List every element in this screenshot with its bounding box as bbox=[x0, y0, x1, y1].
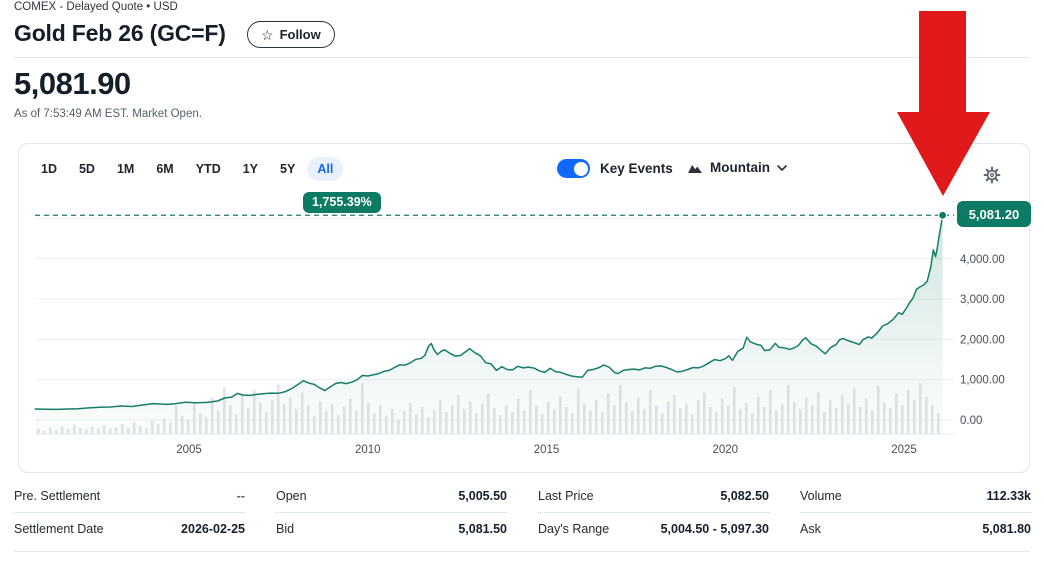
star-icon: ☆ bbox=[261, 26, 274, 43]
follow-label: Follow bbox=[279, 27, 321, 42]
stat-ask: Ask 5,081.80 bbox=[800, 513, 1031, 545]
stat-pre-settlement: Pre. Settlement -- bbox=[14, 480, 245, 513]
current-price: 5,081.90 bbox=[14, 66, 131, 101]
stat-settlement-date: Settlement Date 2026-02-25 bbox=[14, 513, 245, 545]
y-tick-label: 2,000.00 bbox=[960, 334, 1005, 346]
stats-table: Pre. Settlement -- Open 5,005.50 Last Price 5… bbox=[0, 473, 1044, 562]
stat-label: Last Price bbox=[538, 489, 594, 503]
stat-open: Open 5,005.50 bbox=[276, 480, 507, 513]
chart-type-dropdown[interactable]: Mountain bbox=[687, 160, 787, 175]
stat-day-s-range: Day's Range 5,004.50 - 5,097.30 bbox=[538, 513, 769, 545]
x-tick-label: 2025 bbox=[891, 444, 917, 456]
exchange-info: COMEX - Delayed Quote • USD bbox=[14, 1, 178, 13]
range-button-5d[interactable]: 5D bbox=[69, 157, 105, 181]
range-button-ytd[interactable]: YTD bbox=[186, 157, 231, 181]
stat-volume: Volume 112.33k bbox=[800, 480, 1031, 513]
stats-grid: Pre. Settlement -- Open 5,005.50 Last Price 5… bbox=[14, 480, 1031, 545]
range-button-1y[interactable]: 1Y bbox=[233, 157, 268, 181]
stat-label: Pre. Settlement bbox=[14, 489, 101, 503]
change-badge-value: 1,755.39% bbox=[312, 195, 372, 209]
x-tick-label: 2015 bbox=[534, 444, 560, 456]
x-tick-label: 2005 bbox=[176, 444, 202, 456]
settings-gear-icon[interactable] bbox=[982, 165, 1002, 185]
x-tick-label: 2020 bbox=[712, 444, 738, 456]
y-tick-label: 3,000.00 bbox=[960, 294, 1005, 306]
price-chart[interactable]: 4,000.00 3,000.00 2,000.00 1,000.00 0.00 2005… bbox=[19, 144, 1029, 472]
stat-label: Day's Range bbox=[538, 522, 610, 536]
price-line bbox=[34, 214, 944, 411]
x-tick-label: 2010 bbox=[355, 444, 381, 456]
page-title: Gold Feb 26 (GC=F) bbox=[14, 20, 226, 46]
stat-label: Open bbox=[276, 489, 307, 503]
toggle-knob bbox=[573, 161, 588, 176]
header-divider bbox=[14, 57, 1030, 58]
price-area-fill bbox=[35, 215, 943, 434]
y-tick-label: 4,000.00 bbox=[960, 254, 1005, 266]
stat-value: 5,004.50 - 5,097.30 bbox=[660, 522, 769, 536]
stat-value: 112.33k bbox=[986, 489, 1032, 503]
last-price-tag: 5,081.20 bbox=[957, 201, 1031, 227]
chart-card: 1D 5D 1M 6M YTD 1Y 5Y All Key Events Mountain bbox=[18, 143, 1031, 473]
stat-bid: Bid 5,081.50 bbox=[276, 513, 507, 545]
chevron-down-icon bbox=[777, 164, 787, 171]
key-events-control[interactable]: Key Events bbox=[557, 159, 673, 178]
range-button-6m[interactable]: 6M bbox=[146, 157, 183, 181]
stat-value: 2026-02-25 bbox=[181, 522, 245, 536]
change-badge: 1,755.39% bbox=[303, 187, 381, 213]
stat-last-price: Last Price 5,082.50 bbox=[538, 480, 769, 513]
range-button-1d[interactable]: 1D bbox=[31, 157, 67, 181]
range-button-5y[interactable]: 5Y bbox=[270, 157, 305, 181]
y-tick-label: 0.00 bbox=[960, 415, 982, 427]
range-button-all[interactable]: All bbox=[307, 157, 344, 181]
stat-value: 5,082.50 bbox=[720, 489, 769, 503]
stat-label: Bid bbox=[276, 522, 295, 536]
as-of-text: As of 7:53:49 AM EST. Market Open. bbox=[14, 108, 202, 120]
range-selector: 1D 5D 1M 6M YTD 1Y 5Y All bbox=[31, 157, 344, 181]
range-button-1m[interactable]: 1M bbox=[107, 157, 144, 181]
mountain-icon bbox=[688, 164, 702, 173]
stat-label: Volume bbox=[800, 489, 842, 503]
stat-label: Ask bbox=[800, 522, 821, 536]
red-arrow-down-annotation bbox=[897, 11, 990, 196]
stat-value: 5,005.50 bbox=[458, 489, 507, 503]
key-events-label: Key Events bbox=[600, 161, 673, 176]
chart-type-label: Mountain bbox=[710, 160, 770, 175]
key-events-toggle[interactable] bbox=[557, 159, 590, 178]
bottom-divider bbox=[14, 551, 1030, 552]
stat-value: -- bbox=[236, 489, 245, 503]
stat-value: 5,081.80 bbox=[982, 522, 1031, 536]
stat-value: 5,081.50 bbox=[458, 522, 507, 536]
stat-label: Settlement Date bbox=[14, 522, 104, 536]
y-tick-label: 1,000.00 bbox=[960, 375, 1005, 387]
last-price-dot bbox=[938, 210, 948, 220]
follow-button[interactable]: ☆ Follow bbox=[247, 21, 335, 48]
